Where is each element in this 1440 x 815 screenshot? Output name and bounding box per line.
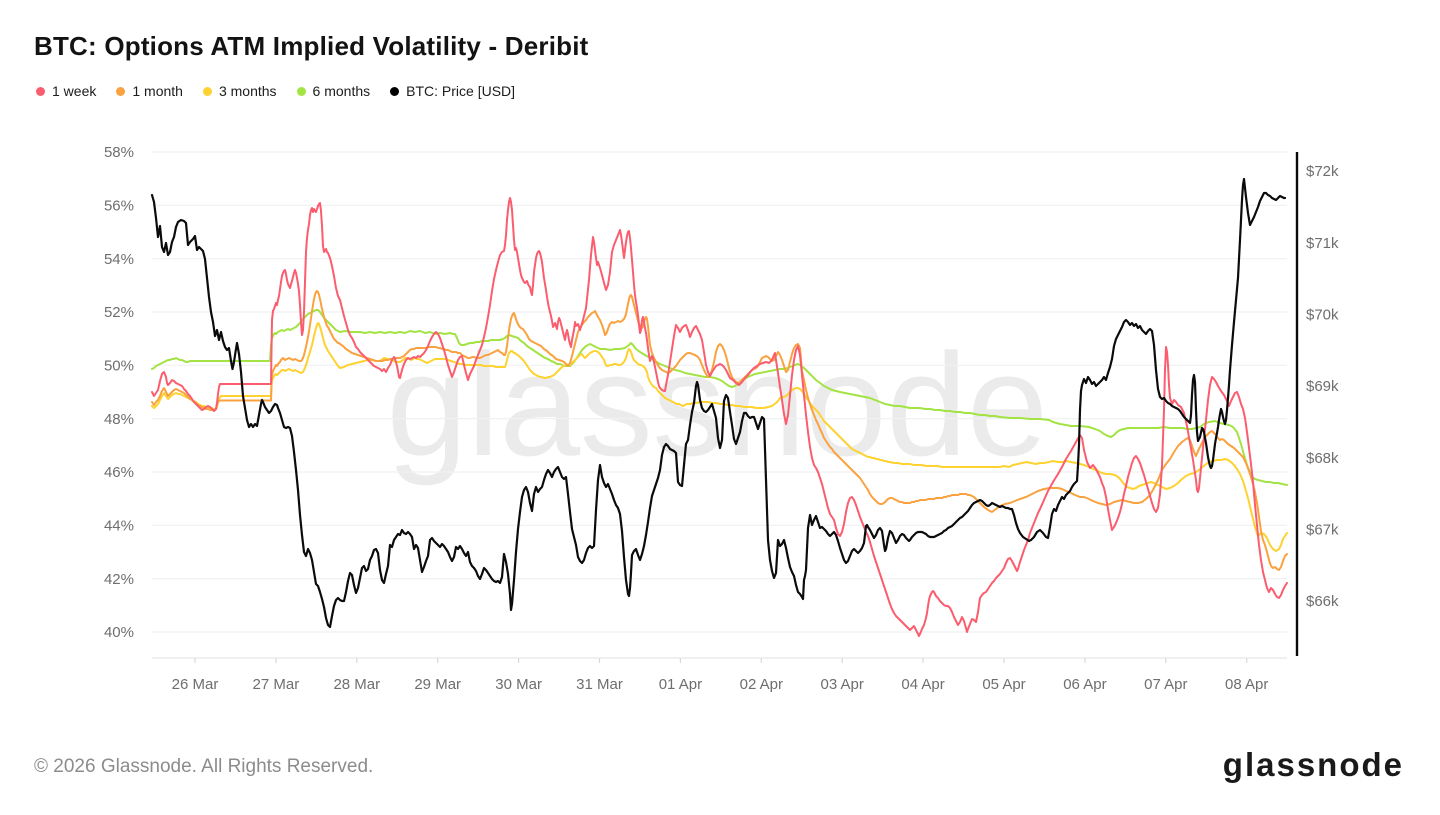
svg-text:42%: 42%	[104, 571, 134, 588]
svg-text:07 Apr: 07 Apr	[1144, 676, 1187, 693]
svg-text:$68k: $68k	[1306, 450, 1339, 467]
svg-text:27 Mar: 27 Mar	[253, 676, 300, 693]
svg-text:02 Apr: 02 Apr	[740, 676, 783, 693]
svg-text:$70k: $70k	[1306, 307, 1339, 324]
svg-text:06 Apr: 06 Apr	[1063, 676, 1106, 693]
svg-text:04 Apr: 04 Apr	[901, 676, 944, 693]
svg-text:56%: 56%	[104, 198, 134, 215]
svg-text:$66k: $66k	[1306, 593, 1339, 610]
svg-text:40%: 40%	[104, 624, 134, 641]
svg-text:50%: 50%	[104, 358, 134, 375]
svg-text:28 Mar: 28 Mar	[333, 676, 380, 693]
svg-text:52%: 52%	[104, 304, 134, 321]
svg-text:29 Mar: 29 Mar	[414, 676, 461, 693]
svg-text:54%: 54%	[104, 251, 134, 268]
svg-text:01 Apr: 01 Apr	[659, 676, 702, 693]
svg-text:$67k: $67k	[1306, 522, 1339, 539]
svg-text:05 Apr: 05 Apr	[982, 676, 1025, 693]
svg-text:58%: 58%	[104, 144, 134, 161]
svg-text:46%: 46%	[104, 464, 134, 481]
svg-text:$72k: $72k	[1306, 163, 1339, 180]
svg-text:30 Mar: 30 Mar	[495, 676, 542, 693]
svg-text:03 Apr: 03 Apr	[821, 676, 864, 693]
svg-text:26 Mar: 26 Mar	[172, 676, 219, 693]
svg-text:08 Apr: 08 Apr	[1225, 676, 1268, 693]
svg-text:48%: 48%	[104, 411, 134, 428]
svg-text:31 Mar: 31 Mar	[576, 676, 623, 693]
svg-text:44%: 44%	[104, 518, 134, 535]
svg-text:$69k: $69k	[1306, 378, 1339, 395]
svg-text:$71k: $71k	[1306, 235, 1339, 252]
